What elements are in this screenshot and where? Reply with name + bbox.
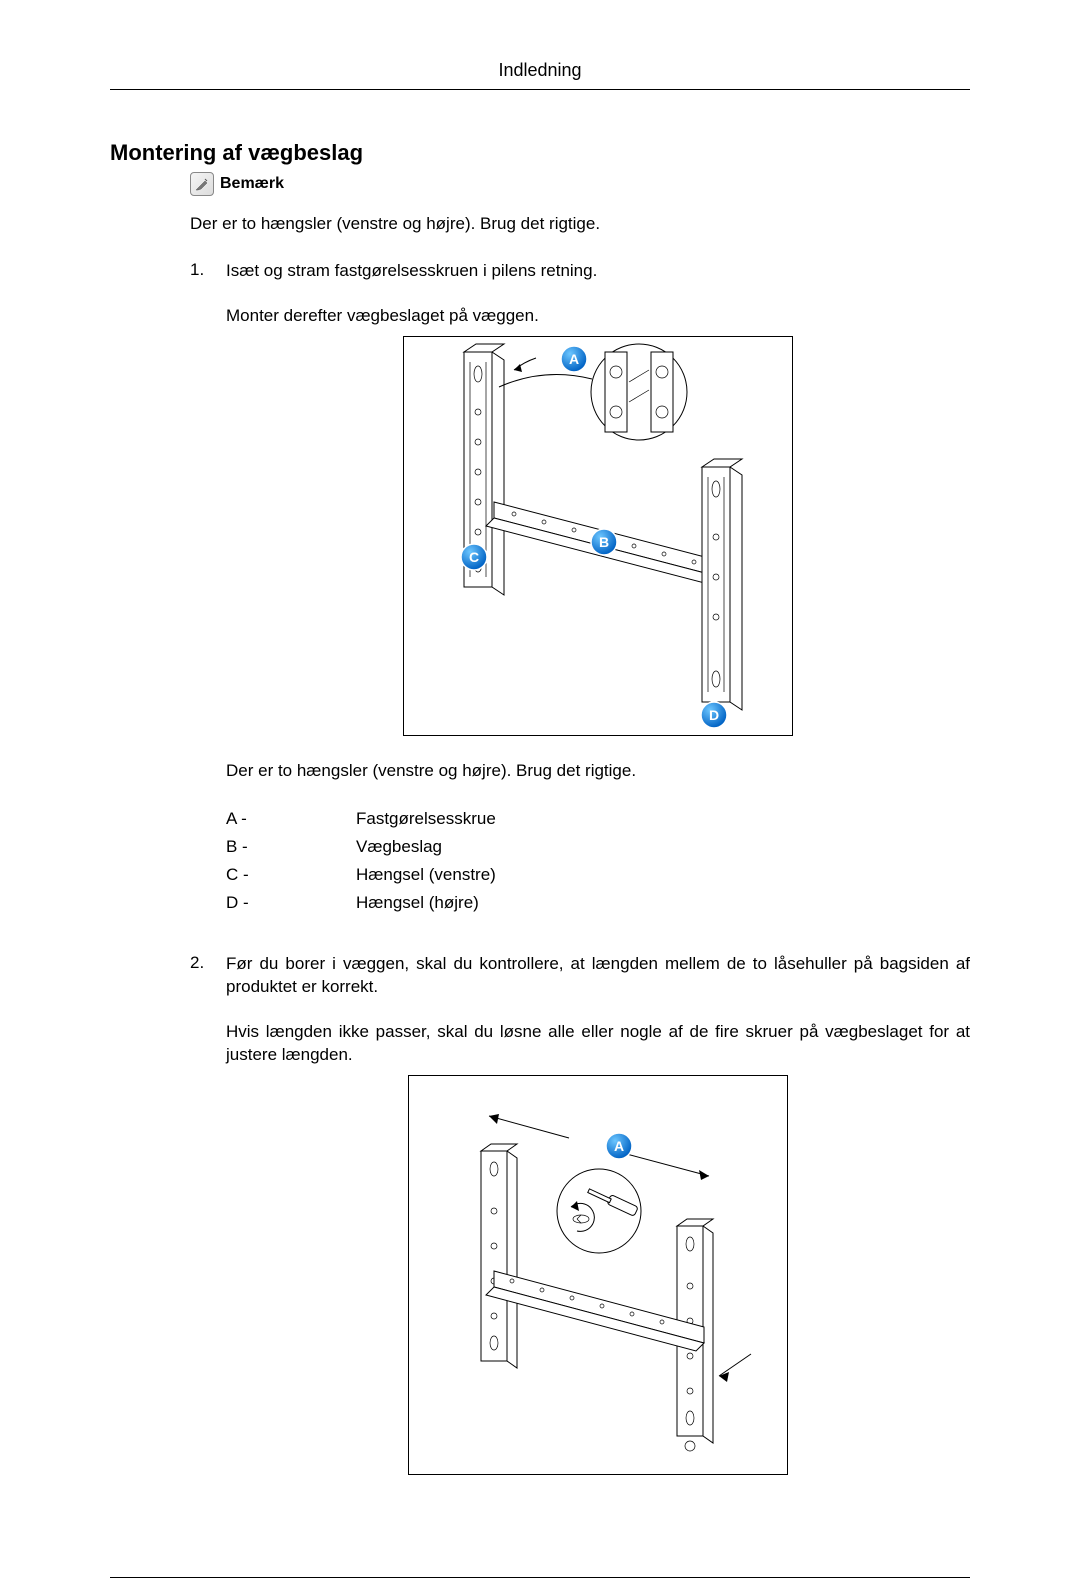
svg-text:B: B bbox=[599, 534, 609, 550]
legend-val: Vægbeslag bbox=[356, 833, 442, 861]
note-row: Bemærk bbox=[190, 172, 970, 196]
legend-row: D -Hængsel (højre) bbox=[226, 889, 970, 917]
legend-key: A - bbox=[226, 805, 356, 833]
marker-d: D bbox=[701, 702, 727, 728]
legend-row: A -Fastgørelsesskrue bbox=[226, 805, 970, 833]
legend-row: C -Hængsel (venstre) bbox=[226, 861, 970, 889]
step-number: 2. bbox=[190, 953, 226, 1499]
section-title: Montering af vægbeslag bbox=[110, 140, 970, 166]
marker-a: A bbox=[561, 346, 587, 372]
svg-text:A: A bbox=[569, 351, 579, 367]
step2-line1: Før du borer i væggen, skal du kontrolle… bbox=[226, 953, 970, 999]
intro-text: Der er to hængsler (venstre og højre). B… bbox=[190, 214, 970, 234]
step1-line1: Isæt og stram fastgørelsesskruen i pilen… bbox=[226, 260, 970, 283]
note-icon bbox=[190, 172, 214, 196]
legend-val: Hængsel (højre) bbox=[356, 889, 479, 917]
legend-key: C - bbox=[226, 861, 356, 889]
marker-b: B bbox=[591, 529, 617, 555]
legend-key: D - bbox=[226, 889, 356, 917]
step-1: 1. Isæt og stram fastgørelsesskruen i pi… bbox=[190, 260, 970, 945]
step1-after-figure: Der er to hængsler (venstre og højre). B… bbox=[226, 760, 970, 783]
diagram-1: A B C D bbox=[403, 336, 793, 736]
marker-a: A bbox=[606, 1133, 632, 1159]
marker-c: C bbox=[461, 544, 487, 570]
legend-key: B - bbox=[226, 833, 356, 861]
header-title: Indledning bbox=[498, 60, 581, 80]
step2-line2: Hvis længden ikke passer, skal du løsne … bbox=[226, 1021, 970, 1067]
step1-line2: Monter derefter vægbeslaget på væggen. bbox=[226, 305, 970, 328]
legend: A -Fastgørelsesskrue B -Vægbeslag C -Hæn… bbox=[226, 805, 970, 917]
step-number: 1. bbox=[190, 260, 226, 945]
page-header: Indledning bbox=[110, 60, 970, 90]
legend-val: Hængsel (venstre) bbox=[356, 861, 496, 889]
svg-text:A: A bbox=[614, 1138, 624, 1154]
svg-text:C: C bbox=[469, 549, 479, 565]
legend-row: B -Vægbeslag bbox=[226, 833, 970, 861]
step-2: 2. Før du borer i væggen, skal du kontro… bbox=[190, 953, 970, 1499]
svg-text:D: D bbox=[709, 707, 719, 723]
legend-val: Fastgørelsesskrue bbox=[356, 805, 496, 833]
note-label: Bemærk bbox=[220, 175, 284, 193]
diagram-2: A bbox=[408, 1075, 788, 1475]
